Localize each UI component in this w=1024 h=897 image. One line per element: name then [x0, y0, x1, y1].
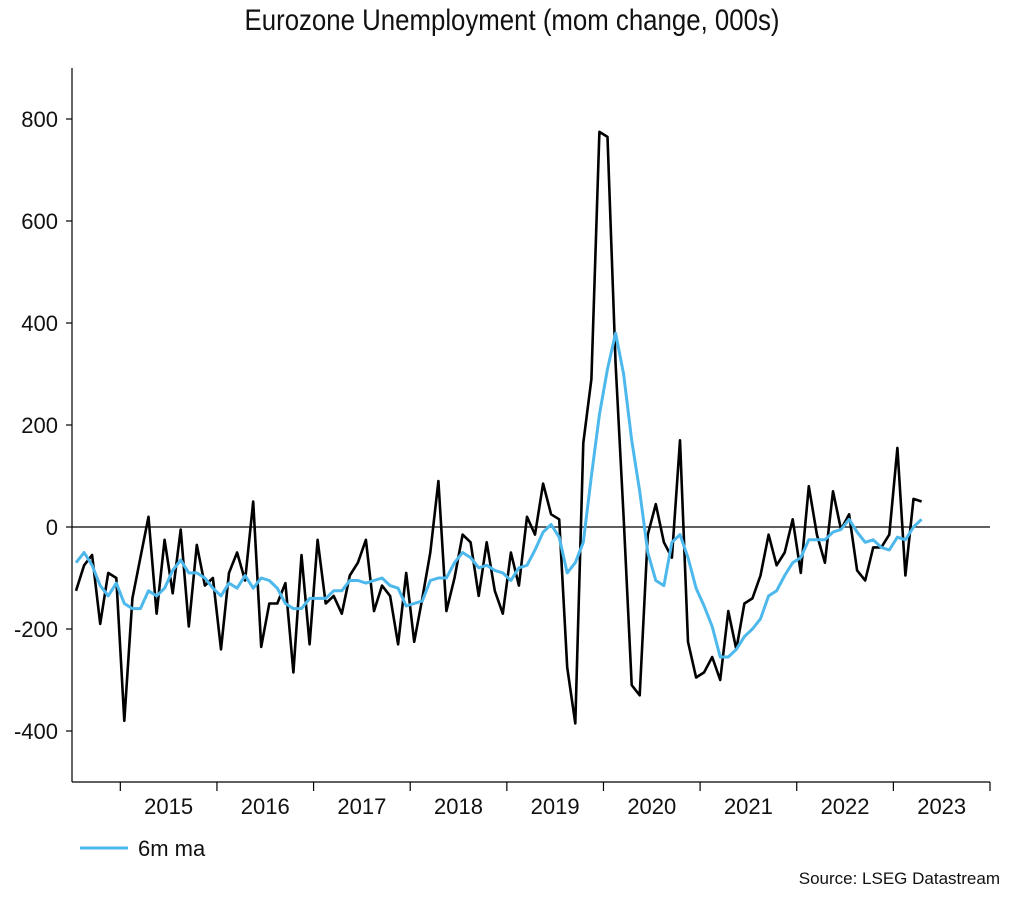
series-lines — [74, 130, 923, 725]
x-tick-label: 2020 — [627, 794, 676, 819]
source-note: Source: LSEG Datastream — [799, 869, 1000, 888]
y-axis: 800 600 400 200 0 -200 -400 — [14, 68, 73, 782]
y-tick-label: -200 — [14, 617, 58, 642]
series-line-6m-ma — [74, 331, 923, 659]
x-tick-label: 2017 — [337, 794, 386, 819]
legend-label-6m-ma: 6m ma — [138, 836, 206, 861]
y-tick-label: 800 — [21, 107, 58, 132]
chart-title: Eurozone Unemployment (mom change, 000s) — [244, 4, 780, 37]
y-tick-label: 600 — [21, 209, 58, 234]
y-tick-label: 0 — [46, 515, 58, 540]
x-tick-label: 2019 — [531, 794, 580, 819]
y-tick-label: -400 — [14, 719, 58, 744]
legend: 6m ma — [80, 836, 206, 861]
x-tick-label: 2021 — [724, 794, 773, 819]
x-tick-label: 2018 — [434, 794, 483, 819]
series-line-monthly-change — [74, 130, 922, 725]
x-tick-label: 2016 — [241, 794, 290, 819]
x-tick-label: 2023 — [917, 794, 966, 819]
y-tick-label: 200 — [21, 413, 58, 438]
x-axis: 2015 2016 2017 2018 2019 2020 2021 2022 2023 — [72, 781, 991, 819]
y-tick-label: 400 — [21, 311, 58, 336]
x-tick-label: 2022 — [821, 794, 870, 819]
x-tick-label: 2015 — [144, 794, 193, 819]
